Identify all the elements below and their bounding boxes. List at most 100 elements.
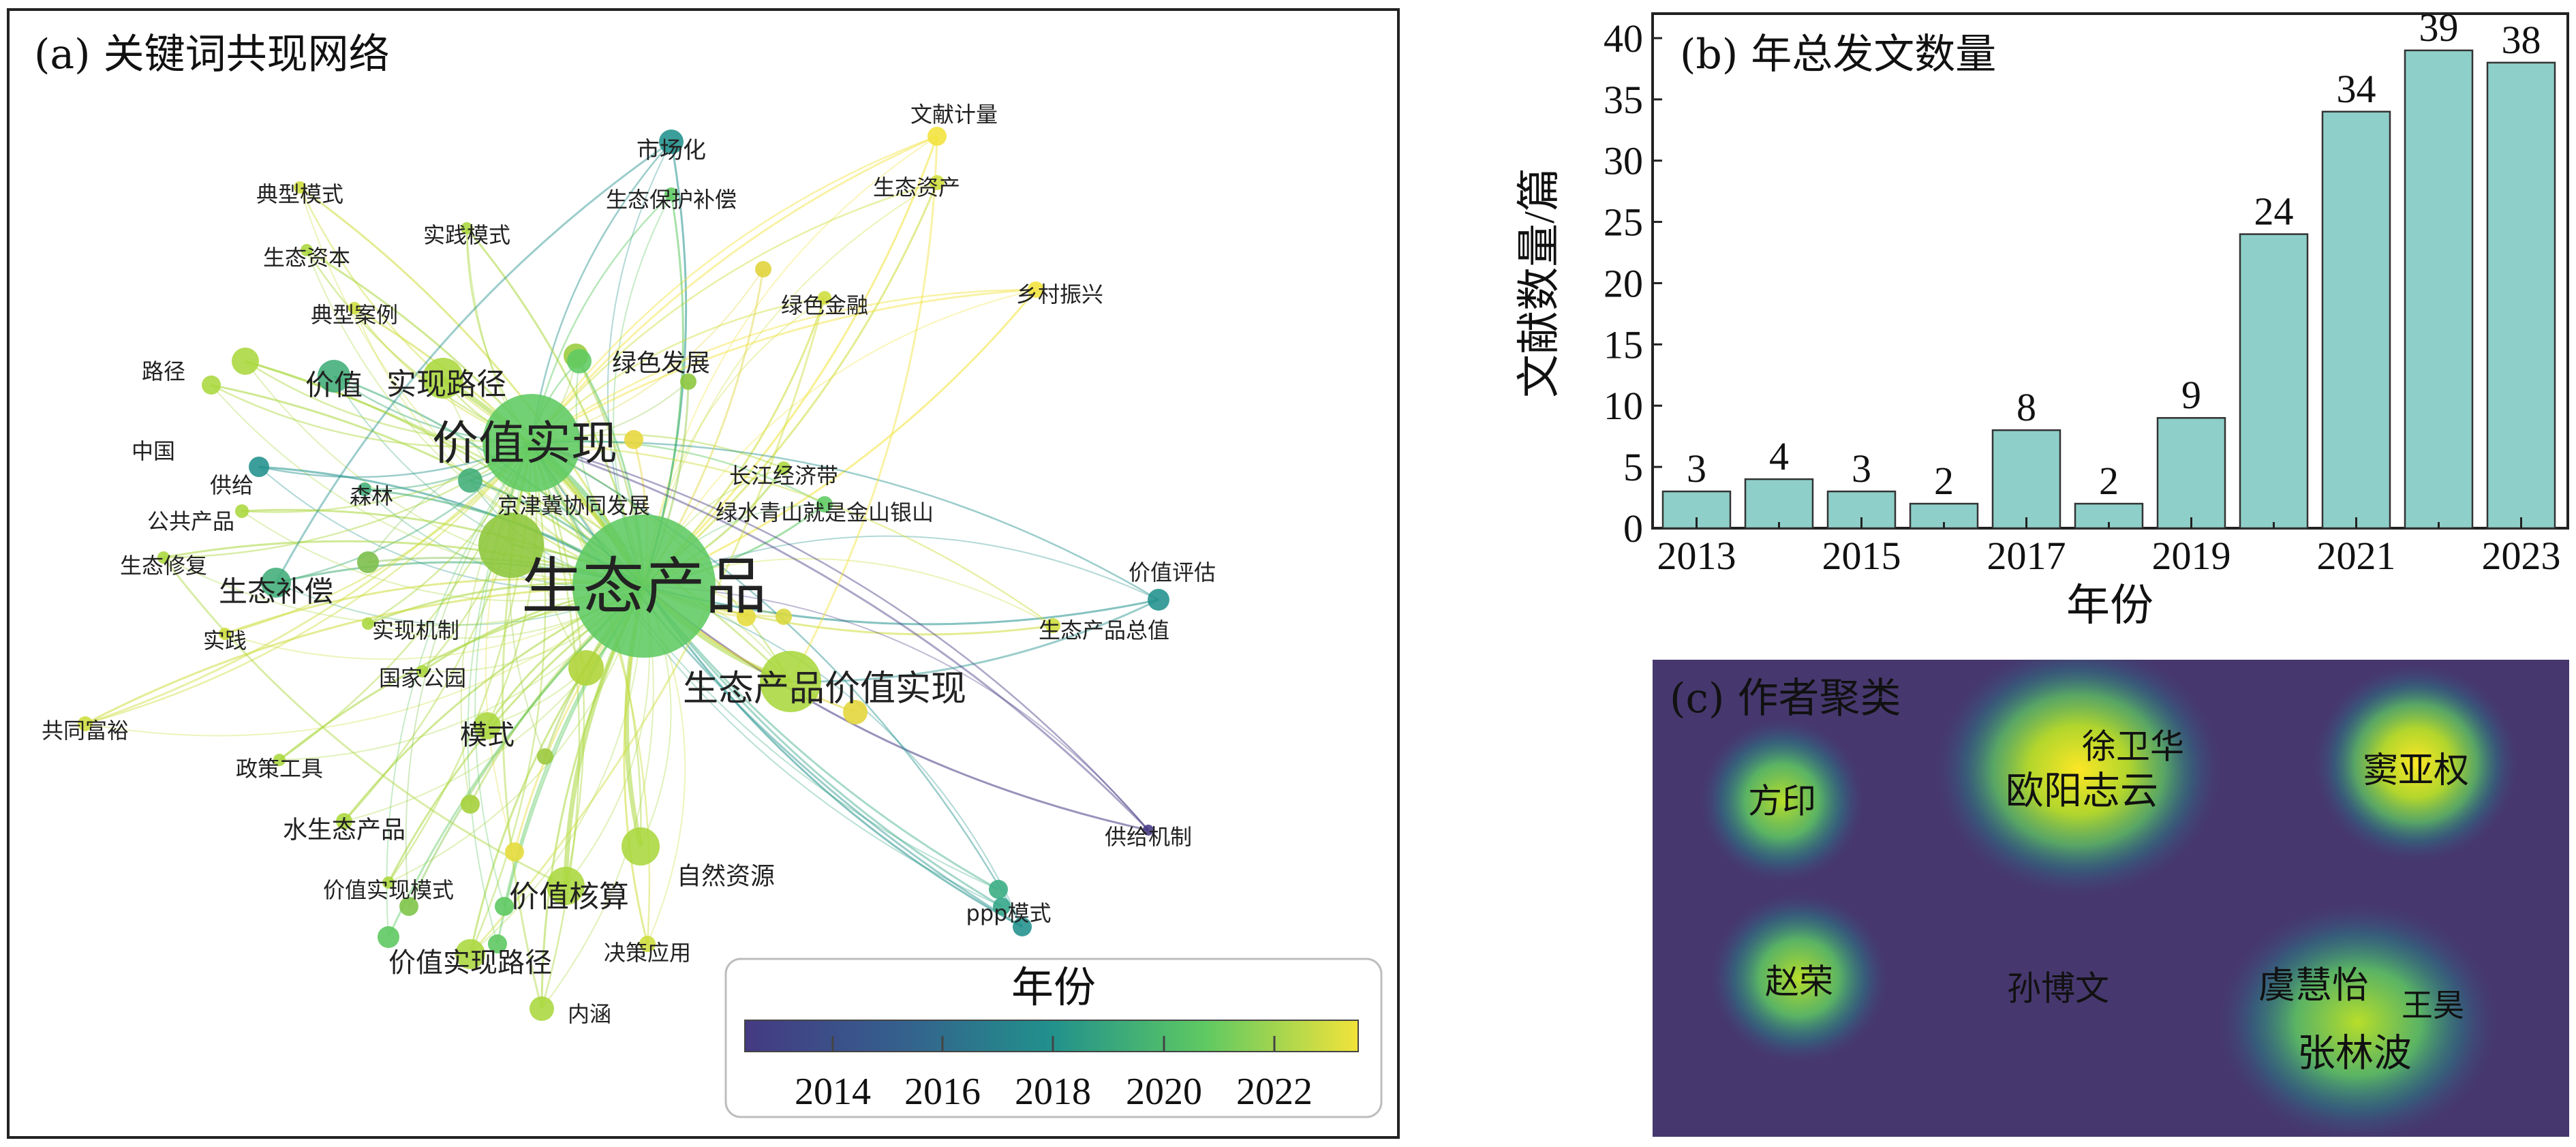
network-edge — [790, 598, 1159, 683]
network-edge — [643, 585, 1149, 831]
author-label: 张林波 — [2297, 1032, 2412, 1076]
x-tick-label: 2023 — [2482, 534, 2561, 578]
legend-tick-label: 2016 — [904, 1071, 981, 1113]
cluster-blob-fang — [1700, 719, 1864, 883]
keyword-node — [622, 827, 660, 866]
y-tick-label: 40 — [1604, 16, 1643, 61]
keyword-node — [232, 348, 259, 375]
keyword-node — [818, 291, 831, 305]
keyword-label: 国家公园 — [379, 665, 466, 691]
network-edge — [85, 442, 532, 725]
keyword-label: 自然资源 — [677, 863, 775, 891]
keyword-label: 生态修复 — [120, 553, 207, 579]
keyword-label: 文献计量 — [910, 102, 998, 127]
keyword-label: 森林 — [350, 483, 393, 509]
network-node — [488, 934, 507, 953]
network-edge — [275, 140, 672, 583]
bar-value-label: 24 — [2254, 189, 2294, 234]
bar-value-label: 9 — [2181, 373, 2201, 417]
network-node — [993, 898, 1011, 915]
network-edge — [643, 136, 938, 587]
y-axis: 0 5 10 15 20 25 30 35 40 — [1604, 16, 1662, 551]
legend-tick-label: 2020 — [1126, 1071, 1202, 1113]
network-node — [737, 607, 756, 626]
y-tick-label: 10 — [1604, 384, 1643, 428]
network-node — [755, 261, 771, 277]
network-node — [478, 513, 544, 578]
keyword-node — [1143, 825, 1154, 836]
x-axis: 2013 2015 2017 2019 2021 2023 — [1657, 517, 2561, 578]
network-edge — [85, 585, 645, 725]
keyword-node — [1045, 618, 1060, 633]
keyword-node — [157, 551, 170, 564]
keyword-label: 价值评估 — [1129, 560, 1216, 585]
network-edge — [531, 442, 1002, 907]
bar-value-label: 8 — [2017, 385, 2036, 429]
panel-a-title: (a) 关键词共现网络 — [34, 31, 390, 78]
network-edge — [163, 442, 532, 559]
keyword-label: 决策应用 — [604, 940, 691, 966]
bar — [2321, 110, 2391, 530]
keyword-label: 乡村振兴 — [1016, 281, 1103, 307]
bar — [2486, 61, 2556, 530]
cluster-blob-ouyang — [1935, 660, 2222, 896]
keyword-label: 生态产品总值 — [1039, 617, 1169, 643]
keyword-label: 典型案例 — [311, 302, 398, 328]
y-tick-label: 25 — [1604, 200, 1643, 245]
network-edge — [279, 442, 533, 761]
x-tick-label: 2013 — [1657, 534, 1736, 578]
keyword-label: 价值实现路径 — [388, 947, 552, 979]
network-edge — [85, 442, 533, 725]
network-edge — [643, 535, 1159, 600]
network-node — [495, 897, 514, 916]
y-tick-label: 15 — [1604, 322, 1643, 367]
keyword-node — [659, 129, 684, 154]
keyword-label: 生态保护补偿 — [606, 187, 737, 213]
bar-value-label: 3 — [1852, 446, 1871, 491]
keyword-label: 模式 — [460, 720, 515, 751]
bar-value-label: 39 — [2419, 5, 2459, 50]
keyword-node — [294, 181, 306, 194]
keyword-node — [78, 716, 93, 731]
bar — [2404, 49, 2474, 530]
author-label: 孙博文 — [2007, 969, 2109, 1009]
keyword-label: 价值实现模式 — [323, 877, 454, 903]
bar-value-label: 3 — [1687, 446, 1706, 491]
bar — [1991, 429, 2061, 530]
keyword-node — [358, 483, 371, 496]
keyword-node — [301, 244, 313, 256]
keyword-label: 实践模式 — [423, 222, 510, 248]
x-tick-label: 2021 — [2317, 534, 2396, 578]
network-edge — [643, 136, 938, 587]
keyword-node — [423, 358, 463, 399]
network-edge — [531, 181, 938, 444]
network-edge — [469, 442, 547, 955]
bars — [1661, 49, 2556, 530]
y-axis-label: 文献数量/篇 — [1515, 168, 1563, 398]
network-edge — [162, 557, 566, 887]
network-edge — [643, 182, 938, 587]
network-node — [776, 609, 792, 625]
legend-title: 年份 — [1011, 965, 1096, 1011]
keyword-label: 中国 — [132, 438, 175, 464]
network-edge — [530, 442, 581, 1009]
keyword-label: 生态补偿 — [219, 575, 333, 609]
network-node — [461, 795, 480, 814]
keyword-label: 公共产品 — [147, 508, 234, 534]
network-labels: 生态产品价值实现生态产品价值实现生态补偿实现路径价值核算价值实现路径价值模式市场… — [42, 102, 1216, 1027]
keyword-label: 长江经济带 — [729, 463, 838, 489]
keyword-label: 政策工具 — [236, 756, 323, 782]
panel-b-title: (b) 年总发文数量 — [1680, 31, 1996, 78]
keyword-label: 路径 — [142, 358, 185, 384]
bar — [1744, 478, 1814, 530]
x-axis-label: 年份 — [2066, 581, 2153, 630]
network-edge — [85, 585, 645, 737]
network-node — [357, 551, 379, 573]
keyword-node — [1013, 917, 1032, 936]
network-node — [680, 373, 696, 390]
network-edge — [386, 442, 532, 938]
network-edge — [643, 289, 1037, 587]
year-legend: 年份 2014 2016 2018 2020 2022 — [724, 958, 1383, 1118]
